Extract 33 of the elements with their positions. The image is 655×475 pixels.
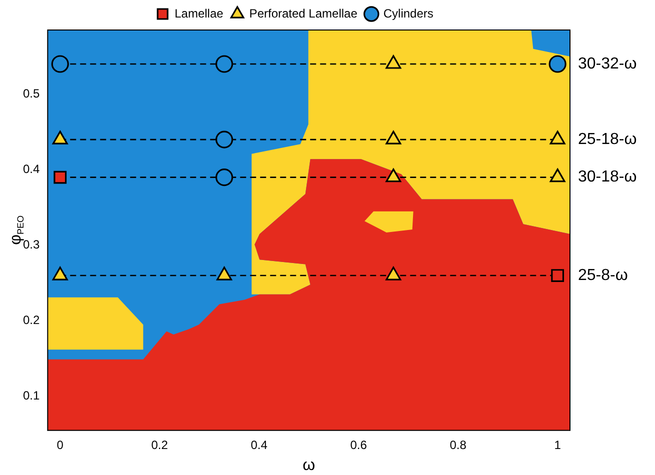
x-tick-label: 1 <box>554 438 562 452</box>
point <box>550 168 566 182</box>
point <box>51 55 69 73</box>
x-tick-label: 0.8 <box>450 438 467 452</box>
x-tick-label: 0.6 <box>350 438 368 452</box>
legend-label: Perforated Lamellae <box>249 6 358 20</box>
legend-label: Lamellae <box>174 6 224 20</box>
point <box>548 55 566 73</box>
y-tick-label: 0.5 <box>22 86 40 101</box>
ref-line-label: 25-8-ω <box>578 266 628 284</box>
point <box>386 130 402 144</box>
y-tick-label: 0.4 <box>22 162 40 176</box>
y-tick-label: 0.2 <box>22 313 40 328</box>
legend-label: Cylinders <box>383 6 434 20</box>
point <box>215 130 234 148</box>
point <box>52 266 68 280</box>
y-tick-label: 0.1 <box>22 388 40 403</box>
point <box>54 170 67 184</box>
point <box>550 130 566 144</box>
x-tick-label: 0 <box>56 438 64 452</box>
ref-line-label: 25-18-ω <box>578 130 637 148</box>
point <box>215 168 234 186</box>
point <box>386 168 402 182</box>
ref-line-label: 30-18-ω <box>578 168 637 186</box>
point <box>386 266 402 280</box>
point <box>52 130 68 144</box>
x-axis-title: ω <box>302 456 316 474</box>
y-tick-label: 0.3 <box>22 238 40 252</box>
ref-line-label: 30-32-ω <box>578 55 637 72</box>
point <box>216 266 232 280</box>
x-tick-label: 0.2 <box>151 438 168 452</box>
point <box>215 55 234 73</box>
x-tick-label: 0.4 <box>250 438 268 452</box>
